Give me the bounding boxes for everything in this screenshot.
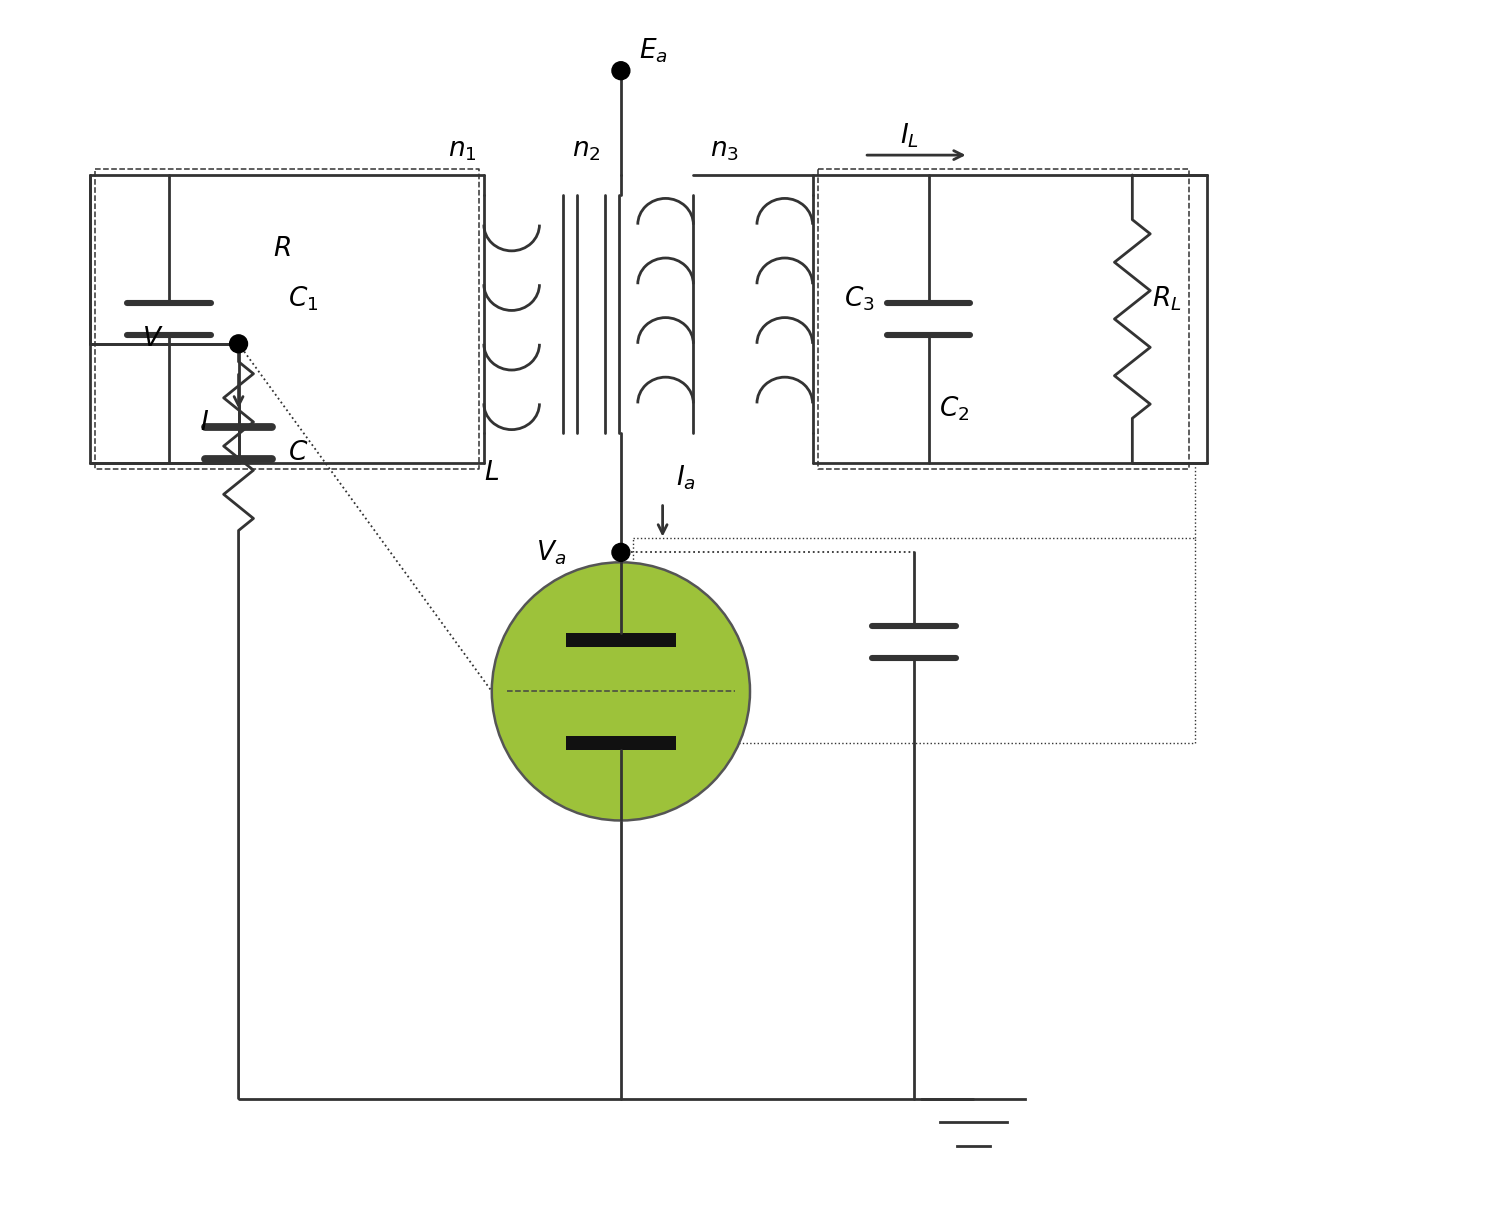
- Text: $C_2$: $C_2$: [939, 395, 969, 422]
- Text: $V_a$: $V_a$: [536, 538, 567, 566]
- Text: $E_a$: $E_a$: [639, 36, 668, 65]
- Circle shape: [230, 334, 248, 352]
- Text: $n_3$: $n_3$: [711, 138, 740, 163]
- Text: $C_1$: $C_1$: [288, 285, 318, 314]
- Text: $V$: $V$: [142, 326, 164, 351]
- FancyBboxPatch shape: [567, 736, 675, 750]
- Text: $L$: $L$: [484, 460, 500, 486]
- Text: $I$: $I$: [200, 410, 208, 436]
- Text: $n_2$: $n_2$: [572, 138, 600, 163]
- Text: $I_a$: $I_a$: [675, 463, 696, 492]
- Text: $I_L$: $I_L$: [900, 121, 920, 150]
- Circle shape: [612, 543, 630, 561]
- Text: $R_L$: $R_L$: [1152, 285, 1182, 314]
- Text: $C$: $C$: [288, 441, 309, 466]
- Text: $C_3$: $C_3$: [844, 285, 874, 314]
- Circle shape: [492, 562, 750, 821]
- Text: $R$: $R$: [273, 237, 291, 262]
- Circle shape: [612, 62, 630, 80]
- FancyBboxPatch shape: [567, 632, 675, 647]
- Text: $n_1$: $n_1$: [447, 138, 477, 163]
